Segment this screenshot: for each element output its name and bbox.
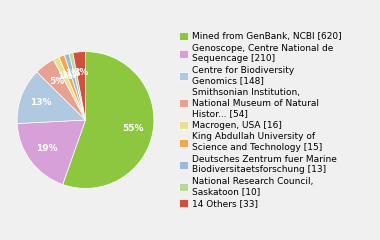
Wedge shape	[17, 120, 85, 185]
Wedge shape	[63, 52, 154, 188]
Legend: Mined from GenBank, NCBI [620], Genoscope, Centre National de
Sequencage [210], : Mined from GenBank, NCBI [620], Genoscop…	[179, 32, 342, 208]
Wedge shape	[64, 54, 86, 120]
Wedge shape	[59, 55, 86, 120]
Text: 13%: 13%	[30, 98, 52, 108]
Text: 5%: 5%	[49, 77, 65, 86]
Text: 1%: 1%	[65, 69, 80, 78]
Wedge shape	[17, 72, 85, 124]
Text: 19%: 19%	[36, 144, 58, 153]
Wedge shape	[73, 52, 86, 120]
Text: 3%: 3%	[73, 68, 89, 77]
Wedge shape	[37, 60, 86, 120]
Text: 1%: 1%	[61, 71, 76, 80]
Wedge shape	[54, 57, 86, 120]
Wedge shape	[69, 53, 86, 120]
Text: 55%: 55%	[122, 124, 143, 132]
Text: 1%: 1%	[57, 72, 73, 81]
